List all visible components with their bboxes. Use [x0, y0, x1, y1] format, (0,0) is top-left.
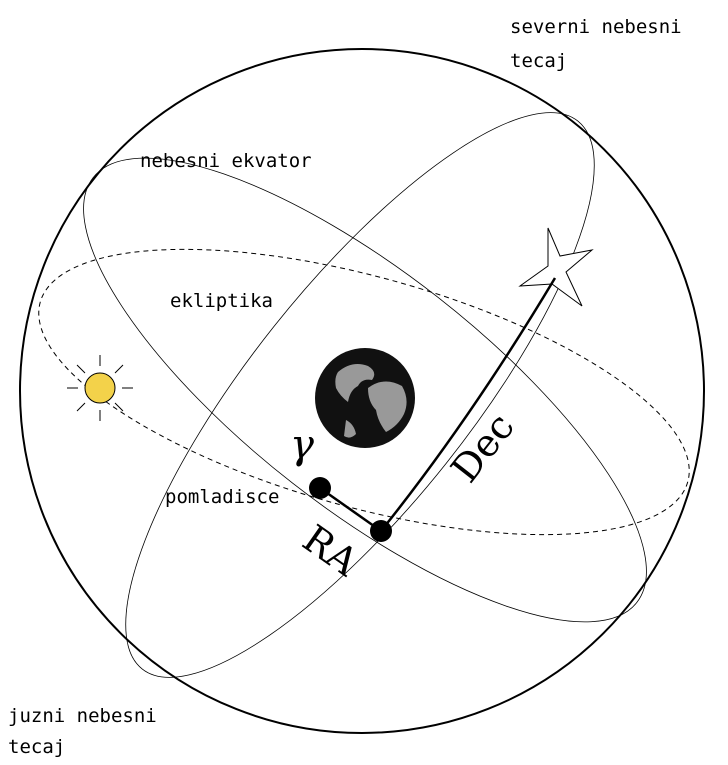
- vernal-equinox-point: [309, 477, 331, 499]
- sun: [67, 355, 133, 421]
- declination-arc: [380, 277, 557, 532]
- celestial-sphere: [19, 48, 705, 734]
- north-pole-label: tecaj: [510, 50, 567, 72]
- equator-label: nebesni ekvator: [140, 150, 312, 172]
- gamma-label: γ: [290, 422, 314, 468]
- ecliptic: [38, 248, 690, 536]
- north-pole-label: severni nebesni: [510, 16, 682, 38]
- south-pole-label: juzni nebesni: [8, 705, 157, 727]
- earth: [315, 348, 415, 448]
- star-projection-point: [370, 520, 392, 542]
- meridian: [125, 112, 595, 678]
- ra-label: RA: [295, 516, 367, 585]
- dec-label: Dec: [442, 405, 522, 491]
- ecliptic-label: ekliptika: [170, 290, 273, 312]
- celestial-equator: [83, 157, 647, 623]
- vernal-equinox-label: pomladisce: [165, 486, 279, 508]
- right-ascension-arc: [319, 486, 382, 533]
- star: [518, 227, 594, 307]
- south-pole-label: tecaj: [8, 736, 65, 758]
